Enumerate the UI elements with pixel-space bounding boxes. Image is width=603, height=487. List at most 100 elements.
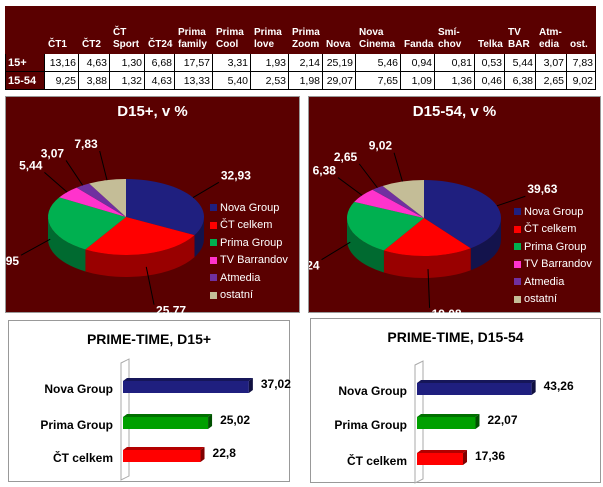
pie-slice (85, 217, 195, 255)
legend-swatch (210, 221, 217, 229)
column-header: ČT1 (44, 6, 79, 54)
bar-data-label: 25,02 (220, 413, 250, 427)
leader-line (20, 238, 51, 256)
pie-data-label: 19,08 (432, 307, 462, 314)
pie-legend: Nova Group ČT celkem Prima Group TV Barrand… (210, 199, 288, 304)
legend-swatch (210, 291, 217, 299)
table-cell: 1,98 (288, 71, 323, 90)
legend-swatch (210, 204, 217, 212)
pie-slice-side (470, 218, 501, 271)
table-cell: 3,07 (535, 53, 567, 72)
pie-slice (424, 180, 501, 249)
legend-label: Prima Group (524, 240, 587, 253)
legend-label: Nova Group (220, 201, 280, 214)
table-cell: 9,02 (566, 71, 596, 90)
column-header: ČT Sport (109, 6, 145, 54)
bar-data-label: 37,02 (261, 377, 291, 391)
legend-label: ČT celkem (220, 219, 273, 232)
table-cell: 2,53 (250, 71, 289, 90)
column-header: Prima Zoom (288, 6, 323, 54)
column-header (5, 6, 45, 54)
pie-slice (76, 183, 126, 217)
bar (123, 417, 209, 429)
legend-item: Prima Group (514, 238, 592, 256)
bar-top (417, 380, 536, 383)
pie-data-label: 6,38 (313, 164, 337, 178)
pie-data-label: 3,07 (41, 146, 65, 160)
legend-item: ostatní (514, 291, 592, 309)
bar-top (417, 414, 480, 417)
pie-data-label: 25,77 (156, 304, 186, 314)
table-cell: 9,25 (44, 71, 79, 90)
leader-line (44, 172, 68, 193)
legend-label: ostatní (524, 293, 558, 306)
table-cell: 1,30 (109, 53, 145, 72)
table-cell: 1,09 (400, 71, 435, 90)
pie-data-label: 2,65 (334, 150, 358, 164)
legend-item: Nova Group (514, 203, 592, 221)
legend-swatch (210, 239, 217, 247)
table-row: 15-54 9,25 3,88 1,32 4,63 13,33 5,40 2,53 1,98 29… (5, 71, 596, 90)
legend-item: ČT celkem (210, 217, 288, 235)
table-cell: 5,40 (212, 71, 251, 90)
legend-label: ČT celkem (524, 223, 577, 236)
column-header: Prima love (250, 6, 289, 54)
bar-title: PRIME-TIME, D15-54 (387, 329, 524, 345)
pie-data-label: 9,02 (369, 139, 393, 153)
pie-panel-d15-54: D15-54, v % 39,6319,0823,246,382,659,02 … (308, 96, 601, 314)
pie-data-label: 24,95 (6, 254, 19, 268)
row-label: 15+ (5, 53, 45, 72)
bar-chart-primetime-d15-54: 43,26 Nova Group 22,07 Prima Group 17,36 ČT c… (334, 360, 574, 484)
bar-panel-primetime-d15: PRIME-TIME, D15+ 37,02 Nova Group 25,02 Pri… (8, 320, 291, 482)
bar (417, 453, 464, 465)
table-cell: 5,44 (504, 53, 536, 72)
column-header: TV BAR (504, 6, 536, 54)
bar-category-label: ČT celkem (53, 450, 113, 465)
leader-line (427, 269, 431, 308)
legend-swatch (514, 278, 521, 286)
bar-side (208, 414, 213, 429)
leader-line (65, 160, 84, 186)
legend-swatch (514, 225, 521, 233)
legend-swatch (514, 295, 521, 303)
bar-top (417, 450, 468, 453)
bar (123, 450, 201, 462)
bar-side (475, 414, 480, 429)
column-header: ČT24 (144, 6, 175, 54)
bar-top (123, 447, 205, 450)
table-cell: 4,63 (144, 71, 175, 90)
bar-data-label: 22,8 (213, 446, 237, 460)
pie-panel-d15: D15+, v % 32,93 25,77 24,95 5,443,07 7,83 No… (5, 96, 300, 314)
pie-slice (48, 197, 126, 250)
pie-chart-d15-54: 39,63 19,08 23,24 6,382,65 9,02 (309, 139, 558, 314)
pie-slice-side (347, 218, 384, 273)
pie-data-label: 23,24 (309, 259, 320, 273)
table-cell: 17,57 (174, 53, 213, 72)
leader-line (321, 241, 351, 261)
pie-slice (347, 201, 424, 251)
table-cell: 2,65 (535, 71, 567, 90)
bar-title: PRIME-TIME, D15+ (86, 331, 212, 347)
bar-side (200, 447, 205, 462)
leader-line (358, 163, 378, 189)
bar-data-label: 17,36 (475, 449, 505, 463)
pie-title: D15-54, v % (412, 103, 497, 120)
column-header: ČT2 (78, 6, 110, 54)
bar-data-label: 22,07 (487, 413, 517, 427)
pie-slice-side (383, 248, 471, 278)
legend-swatch (514, 260, 521, 268)
pie-slice-side (194, 217, 205, 258)
bar-top (123, 378, 253, 381)
bar (417, 417, 476, 429)
legend-item: Prima Group (210, 234, 288, 252)
bar-side (463, 450, 468, 465)
pie-title: D15+, v % (117, 103, 188, 120)
legend-swatch (514, 243, 521, 251)
table-cell: 7,83 (566, 53, 596, 72)
leader-line (337, 177, 363, 196)
leader-line (192, 181, 220, 199)
column-header: Nova (322, 6, 356, 54)
table-cell: 1,93 (250, 53, 289, 72)
legend-item: Nova Group (210, 199, 288, 217)
legend-swatch (210, 274, 217, 282)
